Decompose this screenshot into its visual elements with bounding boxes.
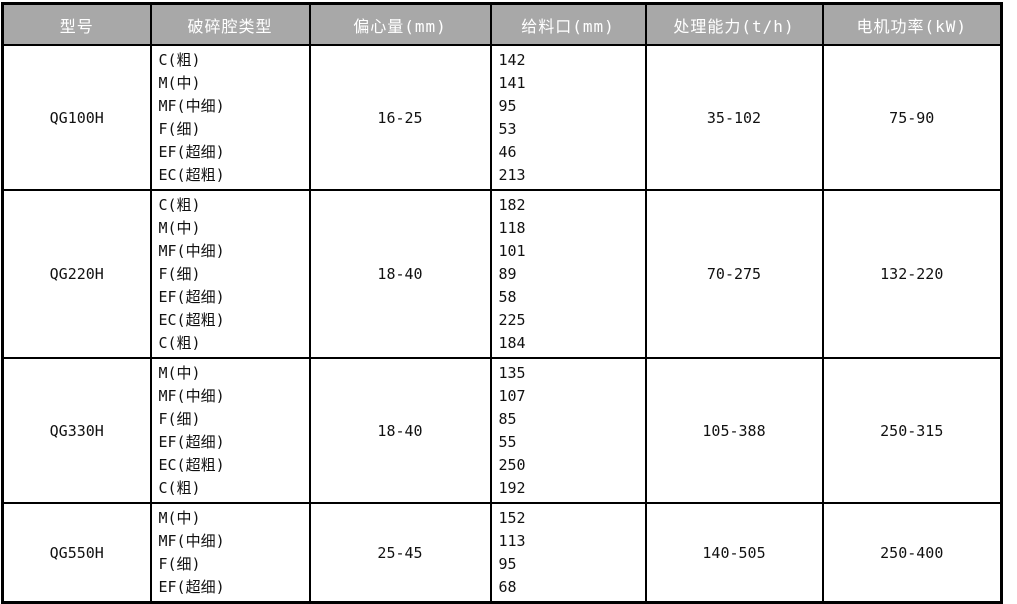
chamber-type-line: EF(超细)	[158, 433, 225, 451]
chamber-type-line: M(中)	[158, 364, 201, 382]
chamber-type-line: M(中)	[158, 509, 201, 527]
chamber-type-line: EF(超细)	[158, 578, 225, 596]
header-cell-chamber-type: 破碎腔类型	[149, 2, 311, 46]
feed-opening-line: 95	[498, 555, 517, 573]
feed-opening-line: 182	[498, 196, 526, 214]
table-body: QG100H C(粗) M(中) MF(中细) F(细) EF(超细) EC(超粗) 16-2…	[1, 44, 1003, 604]
chamber-types-cell: C(粗) M(中) MF(中细) F(细) EF(超细) EC(超粗)	[149, 44, 311, 191]
chamber-type-line: EC(超粗)	[158, 166, 225, 184]
chamber-type-line: MF(中细)	[158, 242, 225, 260]
chamber-types-cell: M(中) MF(中细) F(细) EF(超细)	[149, 502, 311, 604]
table-row: QG100H C(粗) M(中) MF(中细) F(细) EF(超细) EC(超粗) 16-2…	[1, 44, 1003, 191]
header-cell-model: 型号	[1, 2, 152, 46]
chamber-type-line: EC(超粗)	[158, 456, 225, 474]
feed-openings-cell: 182 118 101 89 58 225 184	[489, 189, 647, 359]
table-header: 型号 破碎腔类型 偏心量(mm) 给料口(mm) 处理能力(t/h) 电机功率(…	[1, 2, 1003, 46]
feed-opening-line: 118	[498, 219, 526, 237]
feed-opening-line: 184	[498, 334, 526, 352]
header-cell-feed-opening: 给料口(mm)	[489, 2, 647, 46]
eccentricity-cell: 16-25	[308, 44, 492, 191]
feed-openings-cell: 135 107 85 55 250 192	[489, 357, 647, 504]
feed-openings-cell: 142 141 95 53 46 213	[489, 44, 647, 191]
chamber-type-line: MF(中细)	[158, 387, 225, 405]
table-row: QG550H M(中) MF(中细) F(细) EF(超细) 25-45 152 113 95 6…	[1, 502, 1003, 604]
model-cell: QG330H	[1, 357, 152, 504]
feed-opening-line: 46	[498, 143, 517, 161]
header-cell-eccentricity: 偏心量(mm)	[308, 2, 492, 46]
feed-opening-line: 213	[498, 166, 526, 184]
capacity-cell: 140-505	[644, 502, 824, 604]
feed-opening-line: 141	[498, 74, 526, 92]
feed-opening-line: 107	[498, 387, 526, 405]
header-cell-capacity: 处理能力(t/h)	[644, 2, 824, 46]
model-cell: QG550H	[1, 502, 152, 604]
chamber-type-line: F(细)	[158, 120, 201, 138]
eccentricity-cell: 25-45	[308, 502, 492, 604]
model-cell: QG100H	[1, 44, 152, 191]
chamber-type-line: EF(超细)	[158, 288, 225, 306]
header-cell-motor-power: 电机功率(kW)	[821, 2, 1003, 46]
feed-opening-line: 142	[498, 51, 526, 69]
feed-opening-line: 113	[498, 532, 526, 550]
feed-opening-line: 135	[498, 364, 526, 382]
motor-power-cell: 250-315	[821, 357, 1003, 504]
chamber-type-line: C(粗)	[158, 196, 201, 214]
feed-opening-line: 85	[498, 410, 517, 428]
chamber-type-line: EF(超细)	[158, 143, 225, 161]
motor-power-cell: 250-400	[821, 502, 1003, 604]
feed-opening-line: 55	[498, 433, 517, 451]
feed-opening-line: 68	[498, 578, 517, 596]
motor-power-cell: 75-90	[821, 44, 1003, 191]
capacity-cell: 70-275	[644, 189, 824, 359]
chamber-type-line: F(细)	[158, 410, 201, 428]
chamber-type-line: MF(中细)	[158, 97, 225, 115]
table-row: QG330H M(中) MF(中细) F(细) EF(超细) EC(超粗) C(粗) 18-4…	[1, 357, 1003, 504]
feed-opening-line: 101	[498, 242, 526, 260]
chamber-type-line: M(中)	[158, 74, 201, 92]
chamber-types-cell: M(中) MF(中细) F(细) EF(超细) EC(超粗) C(粗)	[149, 357, 311, 504]
capacity-cell: 105-388	[644, 357, 824, 504]
chamber-type-line: C(粗)	[158, 334, 201, 352]
feed-opening-line: 89	[498, 265, 517, 283]
feed-openings-cell: 152 113 95 68	[489, 502, 647, 604]
capacity-cell: 35-102	[644, 44, 824, 191]
model-cell: QG220H	[1, 189, 152, 359]
eccentricity-cell: 18-40	[308, 189, 492, 359]
table-row: QG220H C(粗) M(中) MF(中细) F(细) EF(超细) EC(超粗) C(粗)…	[1, 189, 1003, 359]
feed-opening-line: 225	[498, 311, 526, 329]
header-row: 型号 破碎腔类型 偏心量(mm) 给料口(mm) 处理能力(t/h) 电机功率(…	[1, 2, 1003, 46]
chamber-type-line: C(粗)	[158, 51, 201, 69]
feed-opening-line: 95	[498, 97, 517, 115]
chamber-type-line: MF(中细)	[158, 532, 225, 550]
feed-opening-line: 58	[498, 288, 517, 306]
feed-opening-line: 250	[498, 456, 526, 474]
feed-opening-line: 152	[498, 509, 526, 527]
eccentricity-cell: 18-40	[308, 357, 492, 504]
feed-opening-line: 192	[498, 479, 526, 497]
chamber-types-cell: C(粗) M(中) MF(中细) F(细) EF(超细) EC(超粗) C(粗)	[149, 189, 311, 359]
chamber-type-line: F(细)	[158, 265, 201, 283]
feed-opening-line: 53	[498, 120, 517, 138]
motor-power-cell: 132-220	[821, 189, 1003, 359]
chamber-type-line: F(细)	[158, 555, 201, 573]
chamber-type-line: C(粗)	[158, 479, 201, 497]
chamber-type-line: M(中)	[158, 219, 201, 237]
chamber-type-line: EC(超粗)	[158, 311, 225, 329]
